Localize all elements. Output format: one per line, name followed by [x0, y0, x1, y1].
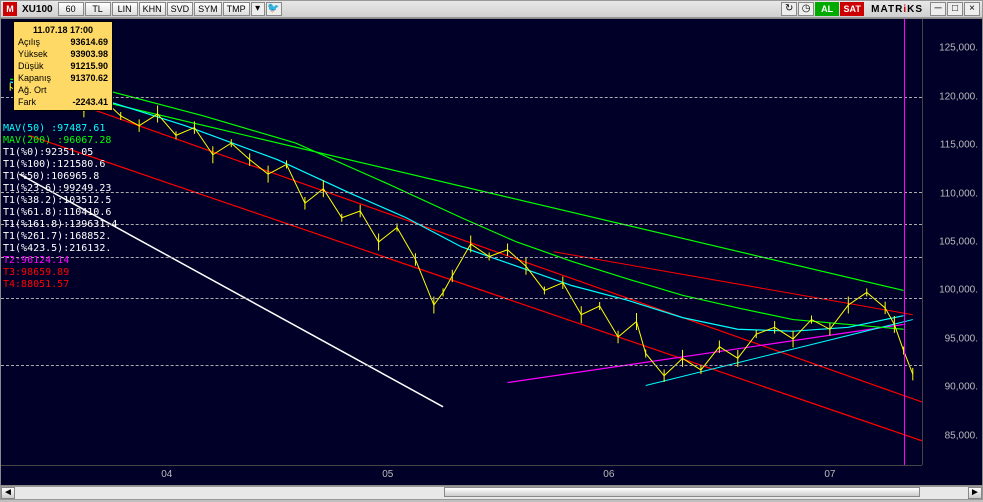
maximize-icon[interactable]: □ [947, 2, 963, 16]
fib-line [1, 224, 922, 225]
x-tick-label: 05 [382, 469, 393, 480]
chart-svg [1, 19, 922, 465]
ohlc-row: Fark-2243.41 [18, 96, 108, 108]
y-axis: 85,000. 90,000. 95,000. 100,000. 105,000. 110… [922, 19, 982, 465]
x-tick-label: 04 [161, 469, 172, 480]
indicator-line: T1(%423.5):216132. [3, 243, 117, 255]
indicator-line: T1(%50):106965.8 [3, 171, 117, 183]
scroll-right-icon[interactable]: ► [968, 487, 982, 499]
y-tick-label: 110,000. [940, 188, 978, 199]
close-icon[interactable]: × [964, 2, 980, 16]
ohlc-row: Ağ. Ort [18, 84, 108, 96]
indicator-line: T2:96124.14 [3, 255, 117, 267]
indicator-line: T1(%38.2):103512.5 [3, 195, 117, 207]
indicator-line: MAV(50) :97487.61 [3, 123, 117, 135]
x-tick-label: 06 [603, 469, 614, 480]
y-tick-label: 125,000. [939, 43, 978, 54]
ohlc-row: Düşük91215.90 [18, 60, 108, 72]
ohlc-row: Açılış93614.69 [18, 36, 108, 48]
minimize-icon[interactable]: ─ [930, 2, 946, 16]
titlebar: M XU100 60 TL LIN KHN SVD SYM TMP ▾ 🐦 ↻ … [0, 0, 983, 18]
indicator-line: T1(%261.7):168852. [3, 231, 117, 243]
interval-button[interactable]: 60 [58, 2, 84, 16]
y-tick-label: 85,000. [945, 430, 978, 441]
cursor-line [904, 19, 905, 465]
y-tick-label: 105,000. [939, 237, 978, 248]
x-tick-label: 07 [824, 469, 835, 480]
brand-label: MATRiKS [865, 4, 929, 15]
indicator-line: T1(%0):92351.05 [3, 147, 117, 159]
fib-line [1, 97, 922, 98]
indicator-line: T1(%61.8):110410.6 [3, 207, 117, 219]
tb-btn-khn[interactable]: KHN [139, 2, 166, 16]
y-tick-label: 100,000. [939, 285, 978, 296]
tb-btn-lin[interactable]: LIN [112, 2, 138, 16]
clock-icon[interactable]: ◷ [798, 2, 814, 16]
y-tick-label: 120,000. [939, 91, 978, 102]
chart-area[interactable]: 11.07.18 17:00 Açılış93614.69Yüksek93903… [0, 18, 983, 486]
scroll-track[interactable] [15, 487, 968, 499]
fib-line [1, 298, 922, 299]
scroll-left-icon[interactable]: ◄ [1, 487, 15, 499]
indicator-line: T3:98659.89 [3, 267, 117, 279]
indicator-line: T4:88051.57 [3, 279, 117, 291]
fib-line [1, 365, 922, 366]
tb-btn-tmp[interactable]: TMP [223, 2, 250, 16]
tb-btn-svd[interactable]: SVD [167, 2, 194, 16]
buy-button[interactable]: AL [815, 2, 839, 16]
ohlc-timestamp: 11.07.18 17:00 [18, 24, 108, 36]
indicator-line: T1(%100):121580.6 [3, 159, 117, 171]
fib-line [1, 192, 922, 193]
ohlc-box: 11.07.18 17:00 Açılış93614.69Yüksek93903… [13, 21, 113, 111]
h-scrollbar[interactable]: ◄ ► [0, 486, 983, 500]
ohlc-row: Kapanış91370.62 [18, 72, 108, 84]
indicator-line: T1(%23.6):99249.23 [3, 183, 117, 195]
scroll-thumb[interactable] [444, 487, 921, 497]
indicator-line: T1(%161.8):139631.4 [3, 219, 117, 231]
ohlc-row: Yüksek93903.98 [18, 48, 108, 60]
plot-area[interactable]: 11.07.18 17:00 Açılış93614.69Yüksek93903… [1, 19, 922, 465]
indicator-list: MAV(50) :97487.61MAV(200) :96067.28T1(%0… [3, 123, 117, 291]
symbol-label[interactable]: XU100 [18, 4, 57, 15]
app-logo: M [3, 2, 17, 16]
indicator-line: MAV(200) :96067.28 [3, 135, 117, 147]
sell-button[interactable]: SAT [840, 2, 864, 16]
y-tick-label: 90,000. [945, 382, 978, 393]
fib-line [1, 257, 922, 258]
x-axis: 04 05 06 07 [1, 465, 922, 485]
tb-btn-sym[interactable]: SYM [194, 2, 222, 16]
dropdown-icon[interactable]: ▾ [251, 2, 265, 16]
y-tick-label: 115,000. [940, 140, 978, 151]
refresh-icon[interactable]: ↻ [781, 2, 797, 16]
twitter-icon[interactable]: 🐦 [266, 2, 282, 16]
tb-btn-tl[interactable]: TL [85, 2, 111, 16]
y-tick-label: 95,000. [945, 333, 978, 344]
